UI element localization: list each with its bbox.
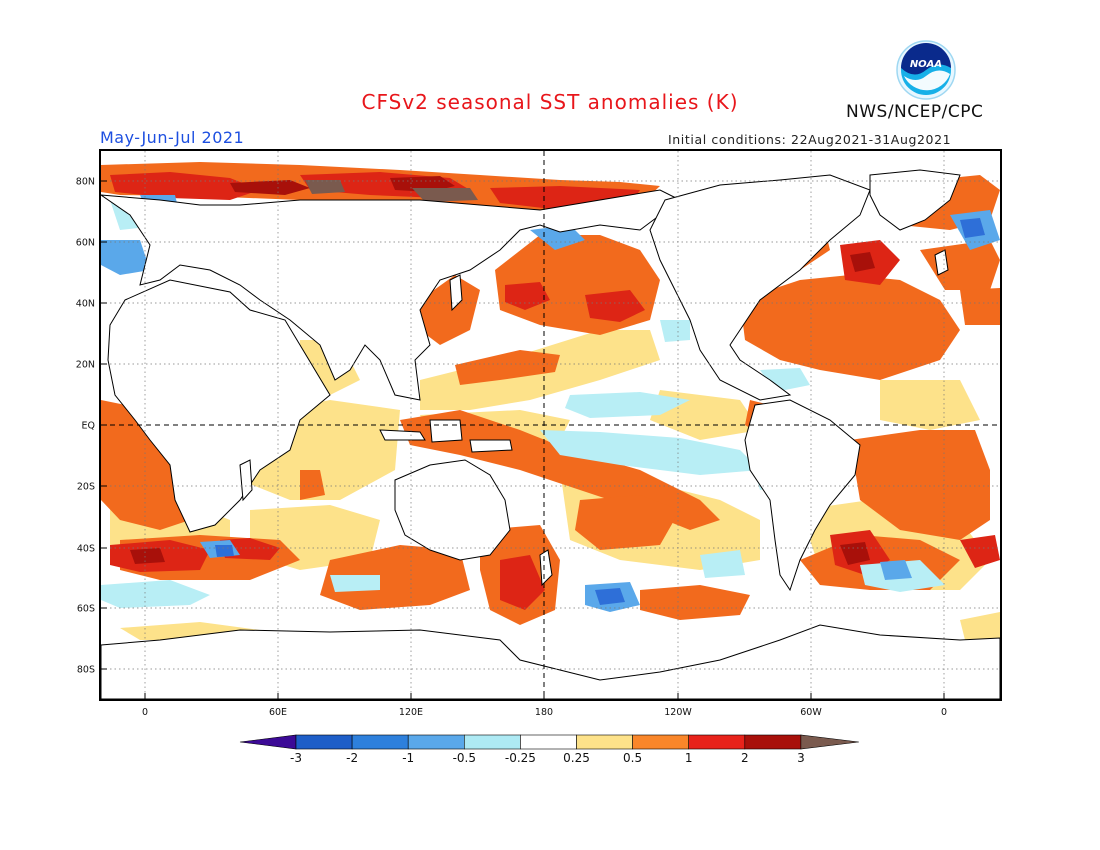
colorbar-bin	[632, 734, 689, 750]
lat-tick-label: 20S	[77, 482, 95, 493]
colorbar-bin	[744, 734, 802, 750]
land-africa	[107, 279, 331, 533]
colorbar-label: 0.25	[563, 751, 590, 765]
lat-tick-label: 40S	[77, 544, 95, 555]
anomaly-field	[101, 151, 1000, 699]
land-greenland	[869, 169, 961, 231]
colorbar-label: -0.5	[453, 751, 476, 765]
land-borneo	[429, 419, 463, 443]
lon-tick-label: 180	[535, 707, 553, 718]
lon-tick-label: 60W	[800, 707, 822, 718]
colorbar-label: 2	[741, 751, 749, 765]
land-uk	[934, 249, 949, 276]
lon-tick-label: 120E	[399, 707, 423, 718]
strong-negative-areas	[215, 218, 985, 605]
lat-tick-label: 80N	[76, 177, 95, 188]
lon-tick-label: 0	[941, 707, 947, 718]
colorbar-arrow-high	[800, 734, 859, 750]
land-new-zealand	[539, 549, 553, 587]
noaa-logo: NOAA	[896, 40, 956, 100]
colorbar-label: 0.5	[623, 751, 642, 765]
land-eurasia	[101, 189, 681, 401]
chart-title: CFSv2 seasonal SST anomalies (K)	[361, 90, 739, 114]
colorbar-bin	[688, 734, 746, 750]
land-madagascar	[239, 459, 253, 502]
lon-tick-label: 60E	[269, 707, 287, 718]
land-australia	[394, 459, 511, 561]
lat-tick-label: 60N	[76, 238, 95, 249]
colorbar-bin	[463, 734, 521, 750]
colorbar-label: -1	[402, 751, 414, 765]
colorbar-label: 1	[685, 751, 693, 765]
colorbar-bin	[520, 734, 577, 750]
colorbar: -3 -2 -1 -0.5 -0.25 0.25 0.5 1 2 3	[239, 734, 859, 765]
colorbar-bin	[351, 734, 409, 750]
lon-tick-label: 120W	[664, 707, 692, 718]
colorbar-label: -2	[346, 751, 358, 765]
colorbar-arrow-low	[239, 734, 297, 750]
reference-lines	[101, 151, 1000, 699]
lat-tick-label: 60S	[77, 604, 95, 615]
land-indonesia	[379, 429, 426, 441]
colorbar-label: 3	[797, 751, 805, 765]
extreme-positive-areas	[305, 180, 478, 202]
initial-conditions-label: Initial conditions: 22Aug2021-31Aug2021	[668, 132, 952, 147]
latitude-ticks: 80N 60N 40N 20N EQ 20S 40S 60S 80S	[76, 177, 107, 676]
colorbar-label: -3	[290, 751, 302, 765]
lon-tick-label: 0	[142, 707, 148, 718]
colorbar-label: -0.25	[505, 751, 536, 765]
colorbar-bin	[295, 734, 353, 750]
graticule	[101, 151, 1000, 699]
colorbar-bin	[576, 734, 633, 750]
svg-text:NOAA: NOAA	[910, 59, 942, 70]
lat-tick-label: 20N	[76, 360, 95, 371]
lat-tick-label: 40N	[76, 299, 95, 310]
land-new-guinea	[469, 439, 513, 453]
continents	[101, 169, 1000, 699]
colorbar-bin	[407, 734, 465, 750]
land-south-america	[744, 399, 861, 592]
land-antarctica	[101, 624, 1000, 699]
land-japan	[449, 274, 463, 312]
season-label: May-Jun-Jul 2021	[100, 128, 245, 147]
longitude-ticks: 0 60E 120E 180 120W 60W 0	[142, 693, 947, 718]
agency-label: NWS/NCEP/CPC	[846, 102, 984, 122]
land-north-america	[649, 174, 871, 401]
lat-tick-label: EQ	[82, 421, 95, 432]
lat-tick-label: 80S	[77, 665, 95, 676]
